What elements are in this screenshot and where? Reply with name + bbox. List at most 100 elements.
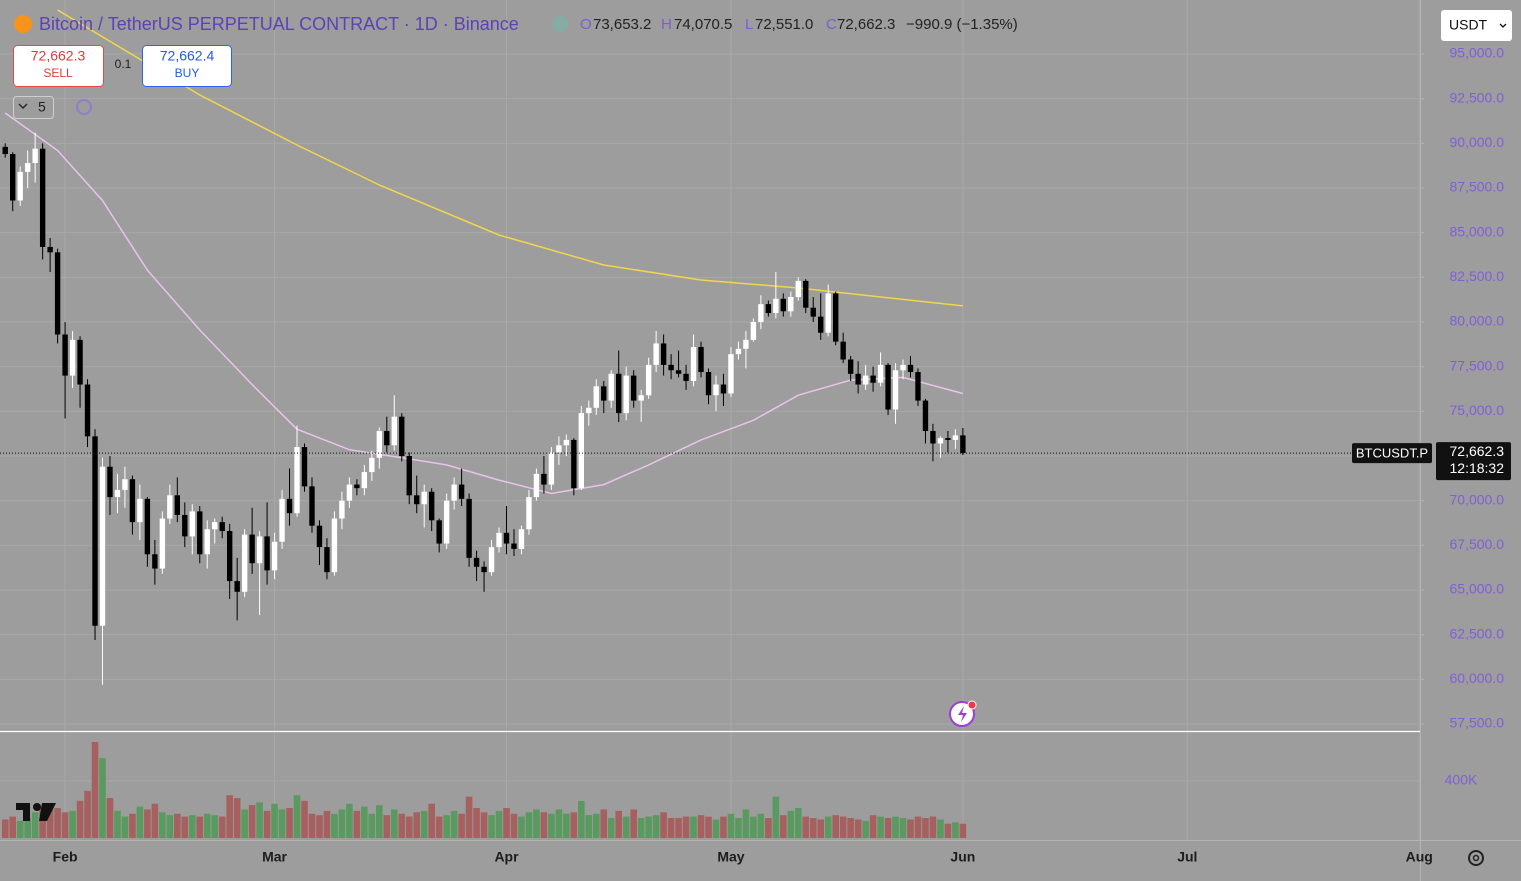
buy-price[interactable]: 72,662.4 (160, 48, 215, 64)
candle-body (773, 298, 779, 314)
price-tag-label: 72,662.3 (1450, 443, 1505, 459)
candle-body (24, 162, 31, 172)
candle-body (92, 436, 98, 626)
candle-body (234, 581, 240, 592)
indicator-count[interactable]: 5 (38, 99, 46, 115)
candle-body (705, 372, 712, 396)
candle-body (788, 296, 794, 312)
moving-average (57, 9, 963, 307)
volume-bar (780, 815, 787, 838)
volume-bar (69, 810, 76, 838)
x-tick-label: Jun (950, 849, 975, 865)
buy-label[interactable]: BUY (175, 66, 200, 80)
volume-bar (398, 813, 406, 838)
volume-bar (136, 806, 144, 838)
volume-bar (563, 813, 570, 838)
volume-bar (233, 798, 241, 838)
volume-bar (862, 820, 869, 838)
candle-body (226, 531, 233, 582)
candle-body (204, 529, 210, 555)
volume-bar (503, 808, 510, 838)
chevron[interactable] (18, 103, 28, 109)
volume-bar (660, 812, 667, 838)
volume-bar (413, 812, 421, 838)
candle-body (47, 246, 53, 253)
volume-bar (757, 813, 765, 838)
volume-bar (832, 815, 839, 838)
candle-body (114, 489, 121, 498)
candle-body (683, 373, 689, 381)
currency[interactable]: USDT (1449, 17, 1488, 33)
candle-body (960, 435, 966, 454)
volume-bar (263, 810, 271, 838)
candle-body (107, 466, 113, 498)
volume-bar (121, 816, 129, 838)
candle-body (339, 500, 345, 519)
badge[interactable] (967, 700, 977, 710)
volume-bar (630, 809, 637, 838)
volume-bar (600, 809, 608, 838)
buy-box[interactable] (142, 45, 232, 87)
volume-bar (510, 813, 518, 838)
volume-bar (937, 819, 944, 838)
candle-body (533, 473, 540, 498)
volume-bar (720, 816, 727, 838)
candle-body (316, 525, 323, 548)
y-tick-label: 65,000.0 (1450, 581, 1505, 597)
x-tick-label: Aug (1406, 849, 1433, 865)
y-tick-label: 82,500.0 (1450, 268, 1505, 284)
currency-box[interactable] (1441, 10, 1512, 41)
volume-bar (488, 815, 495, 838)
volume-bar (727, 813, 735, 838)
volume-bar (383, 815, 391, 838)
volume-bar (24, 818, 31, 838)
volume-bar (271, 803, 278, 838)
volume-bar (174, 813, 181, 838)
volume-bar (316, 815, 323, 838)
volume-bar (667, 818, 675, 838)
volume-bar (84, 790, 91, 838)
settings-button[interactable] (1468, 850, 1484, 866)
y-tick-label: 60,000.0 (1450, 670, 1505, 686)
volume-bar (735, 818, 742, 838)
symbol-tag (1352, 443, 1432, 464)
ohlc-value: 72,551.0 (755, 16, 813, 33)
volume-bar (465, 796, 473, 838)
candle-body (586, 407, 592, 414)
buy-button[interactable]: 72,662.4 BUY (142, 45, 232, 87)
candle-body (832, 293, 839, 342)
alert-icon[interactable] (949, 700, 977, 727)
sell-box[interactable] (13, 45, 104, 87)
sell-button[interactable]: 72,662.3 SELL (13, 45, 104, 87)
ohlc-value: 74,070.5 (674, 16, 732, 33)
candle-body (601, 386, 607, 401)
volume-bar (705, 816, 712, 838)
candle-body (174, 495, 181, 515)
volume-bar (570, 812, 578, 838)
candle-body (623, 375, 629, 414)
gear-hub[interactable] (1472, 854, 1480, 862)
currency-select[interactable]: USDT (1441, 10, 1512, 41)
candle-body (458, 484, 465, 499)
gear[interactable] (1468, 850, 1484, 866)
candle-body (690, 347, 697, 381)
candle-body (803, 280, 809, 308)
price-tag (1436, 442, 1511, 481)
sell-label[interactable]: SELL (43, 66, 73, 80)
sell-price[interactable]: 72,662.3 (31, 48, 86, 64)
candle-body (294, 447, 300, 514)
chevron[interactable] (1499, 23, 1507, 28)
candle-body (428, 491, 435, 521)
volume-bar (952, 822, 959, 838)
bolt[interactable] (958, 706, 967, 722)
indicator-toggle[interactable]: 5 (13, 96, 54, 119)
volume-bar (854, 819, 862, 838)
candle-body (39, 148, 46, 247)
volume-bar (750, 816, 757, 838)
y-tick-label: 87,500.0 (1450, 179, 1505, 195)
volume-bar (203, 813, 211, 838)
toggle-box[interactable] (13, 96, 54, 119)
x-tick-label: May (717, 849, 744, 865)
candle-body (249, 534, 255, 564)
candle-body (496, 532, 502, 548)
